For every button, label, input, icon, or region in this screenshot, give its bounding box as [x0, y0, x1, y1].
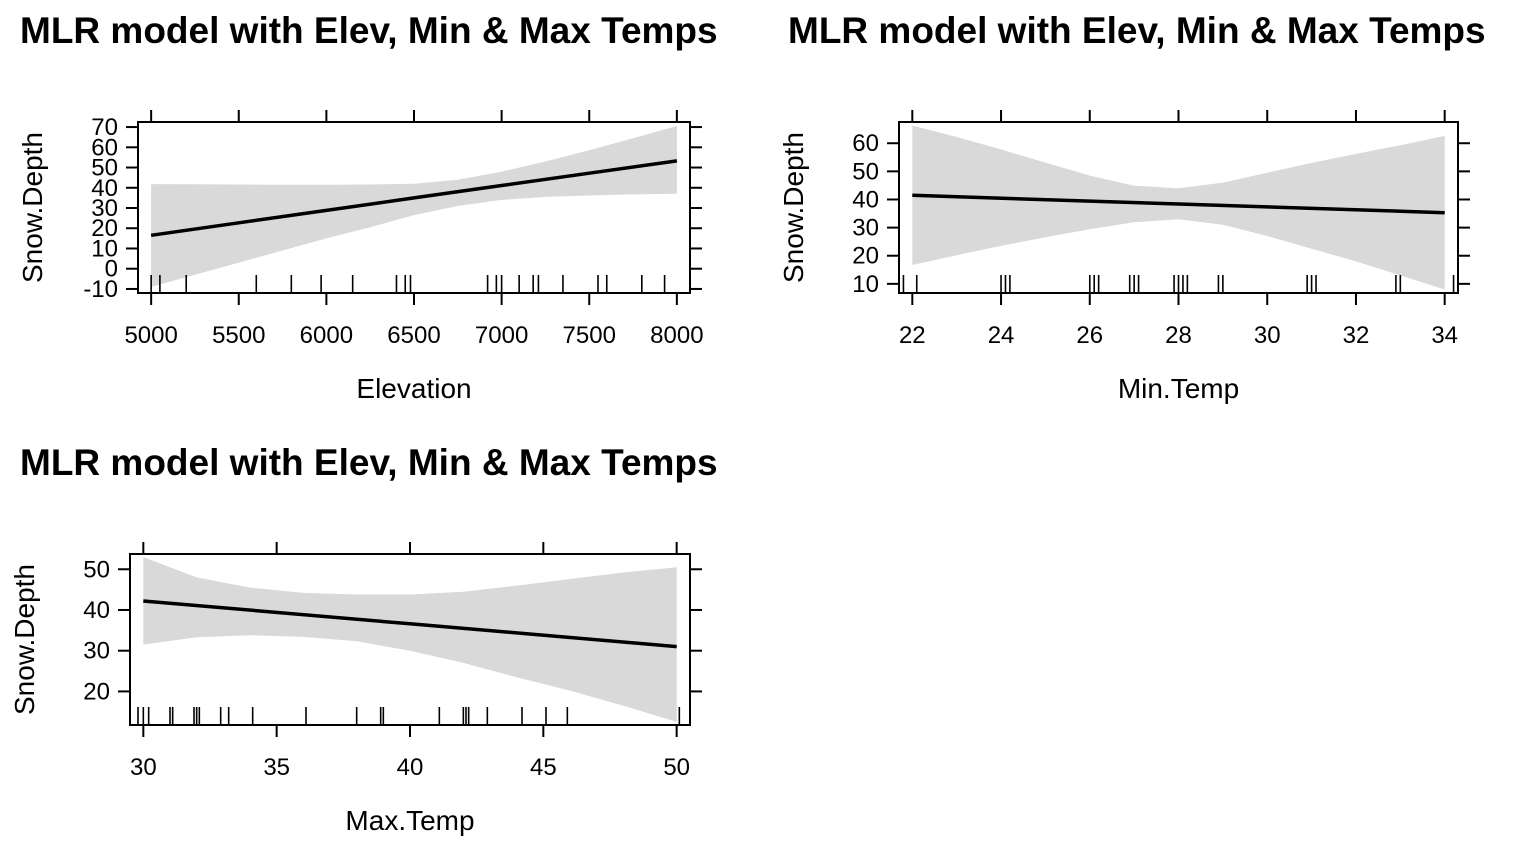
confidence-band	[912, 125, 1445, 290]
y-tick-label: 10	[91, 235, 118, 262]
x-tick-label: 45	[530, 754, 557, 781]
x-axis-label: Min.Temp	[1118, 373, 1239, 404]
y-axis-label: Snow.Depth	[17, 132, 48, 283]
y-tick-label: 30	[852, 215, 879, 242]
panel-title: MLR model with Elev, Min & Max Temps	[788, 10, 1486, 51]
x-tick-label: 35	[263, 754, 290, 781]
y-tick-label: 70	[91, 114, 118, 141]
y-tick-label: -10	[83, 276, 118, 303]
x-tick-label: 8000	[650, 322, 703, 349]
y-tick-label: 60	[852, 130, 879, 157]
y-tick-label: 20	[83, 678, 110, 705]
x-tick-label: 32	[1343, 322, 1370, 349]
panel-max-temp: MLR model with Elev, Min & Max Temps 30 35…	[9, 442, 718, 836]
y-tick-label: 30	[91, 195, 118, 222]
panel-min-temp: MLR model with Elev, Min & Max Temps 22 24…	[778, 10, 1486, 404]
y-tick-label: 50	[83, 556, 110, 583]
x-tick-label: 6500	[387, 322, 440, 349]
y-tick-label: 50	[852, 158, 879, 185]
x-tick-label: 50	[663, 754, 690, 781]
x-tick-label: 24	[988, 322, 1015, 349]
panel-elevation: MLR model with Elev, Min & Max Temps 5000…	[17, 10, 718, 404]
x-tick-label: 22	[899, 322, 926, 349]
y-tick-label: 0	[105, 256, 118, 283]
fitted-line	[912, 193, 1445, 215]
x-tick-label: 6000	[300, 322, 353, 349]
y-tick-label: 20	[91, 215, 118, 242]
x-tick-label: 30	[130, 754, 157, 781]
x-axis-label: Max.Temp	[345, 805, 474, 836]
x-tick-label: 5500	[212, 322, 265, 349]
confidence-band	[143, 557, 677, 722]
x-tick-label: 5000	[124, 322, 177, 349]
panel-title: MLR model with Elev, Min & Max Temps	[20, 10, 718, 51]
fitted-line	[150, 159, 678, 238]
y-tick-label: 40	[91, 175, 118, 202]
x-tick-label: 40	[397, 754, 424, 781]
x-tick-label: 30	[1254, 322, 1281, 349]
panel-title: MLR model with Elev, Min & Max Temps	[20, 442, 718, 483]
y-tick-label: 40	[852, 186, 879, 213]
fitted-line	[143, 599, 677, 649]
y-tick-label: 40	[83, 597, 110, 624]
y-tick-label: 10	[852, 271, 879, 298]
x-tick-label: 34	[1431, 322, 1458, 349]
y-tick-label: 60	[91, 134, 118, 161]
y-tick-label: 30	[83, 638, 110, 665]
x-tick-label: 26	[1076, 322, 1103, 349]
y-tick-label: 50	[91, 155, 118, 182]
y-axis-label: Snow.Depth	[9, 564, 40, 715]
x-tick-label: 28	[1165, 322, 1192, 349]
y-axis-label: Snow.Depth	[778, 132, 809, 283]
x-tick-label: 7000	[475, 322, 528, 349]
x-tick-label: 7500	[563, 322, 616, 349]
confidence-band	[151, 126, 677, 287]
y-tick-label: 20	[852, 243, 879, 270]
x-axis-label: Elevation	[356, 373, 471, 404]
